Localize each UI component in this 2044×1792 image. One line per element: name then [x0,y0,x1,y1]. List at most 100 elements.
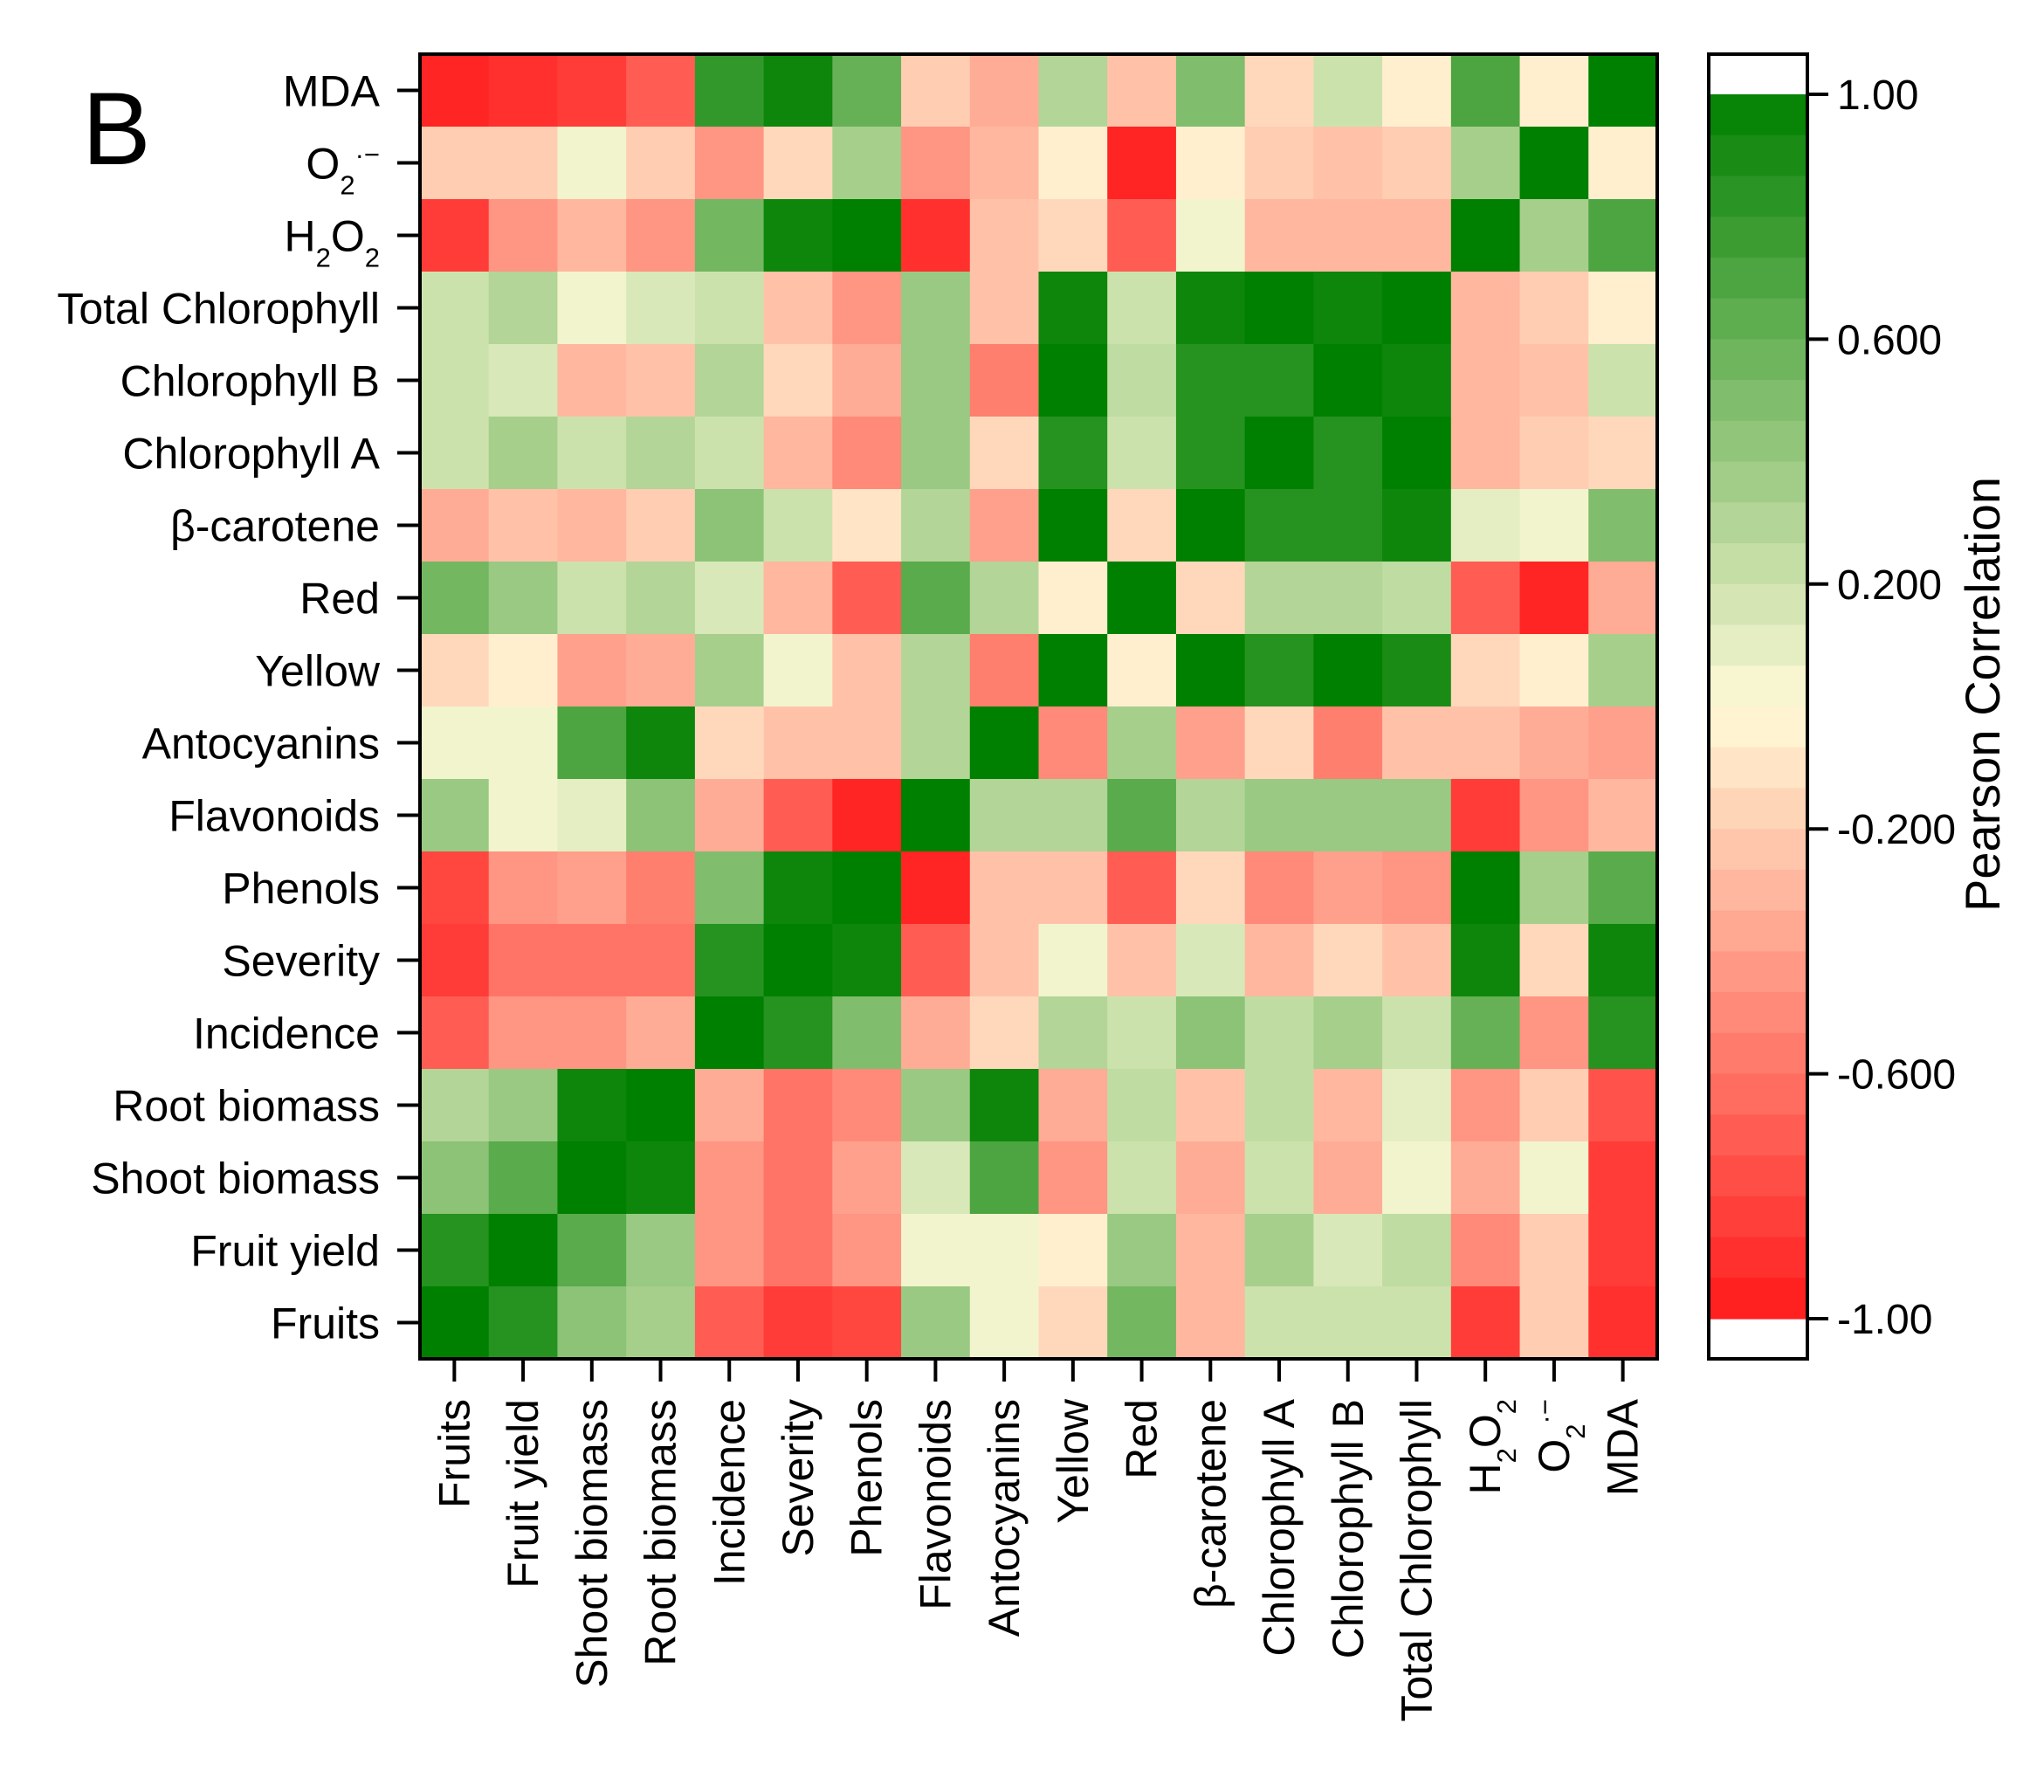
heatmap-cell [694,1069,765,1142]
heatmap-cell [1175,199,1246,272]
colorbar-step [1709,134,1807,177]
x-tick-label: Chlorophyll A [1255,1398,1304,1656]
heatmap-cell [1107,1069,1177,1142]
heatmap-cell [969,634,1040,707]
heatmap-cell [488,1069,559,1142]
heatmap-cell [488,272,559,345]
x-tick-label: Chlorophyll B [1324,1399,1373,1658]
heatmap-cell [763,199,833,272]
heatmap-cell [626,996,696,1070]
heatmap-cell [626,851,696,925]
heatmap-cell [626,54,696,128]
heatmap-cell [420,1286,490,1360]
heatmap-cell [969,344,1040,417]
heatmap-cell [1519,1069,1589,1142]
colorbar-tick-label: 0.600 [1837,317,1942,363]
heatmap-cell [1382,706,1452,780]
heatmap-cell [763,489,833,562]
x-tick-label: Fruits [430,1399,478,1508]
heatmap-cell [626,634,696,707]
heatmap-cell [1107,851,1177,925]
heatmap-cell [1519,127,1589,200]
heatmap-cell [1175,996,1246,1070]
heatmap-cell [1450,272,1521,345]
heatmap-cell [420,1069,490,1142]
y-tick-label: Yellow [255,647,381,696]
heatmap-cell [557,1214,627,1287]
heatmap-cell [557,1141,627,1215]
heatmap-cell [626,1141,696,1215]
heatmap-cell [1107,634,1177,707]
heatmap-cell [763,706,833,780]
heatmap-cell [1038,634,1108,707]
heatmap-cell [1175,1141,1246,1215]
colorbar-step [1709,992,1807,1034]
heatmap-cell [901,1214,971,1287]
colorbar-step [1709,94,1807,136]
y-tick-label: MDA [283,67,381,116]
heatmap-cell [763,1214,833,1287]
heatmap-cell [488,1141,559,1215]
x-tick-label: Phenols [843,1399,891,1557]
heatmap-cell [1038,417,1108,490]
colorbar-over-swatch [1709,54,1807,94]
heatmap-cell [1519,924,1589,997]
heatmap-cell [1107,272,1177,345]
heatmap-cell [763,1069,833,1142]
heatmap-cell [1313,996,1383,1070]
heatmap-cell [1519,272,1589,345]
heatmap-cell [420,489,490,562]
heatmap-cell [1244,489,1314,562]
heatmap-cell [1313,851,1383,925]
heatmap-cell [1107,417,1177,490]
heatmap-cell [420,1141,490,1215]
heatmap-cell [1038,706,1108,780]
heatmap-cell [969,199,1040,272]
heatmap-cell [1038,199,1108,272]
colorbar-step [1709,1155,1807,1197]
heatmap-cell [832,417,902,490]
heatmap-cell [1107,562,1177,635]
heatmap-cell [1175,54,1246,128]
heatmap-cell [1588,1141,1658,1215]
heatmap-cell [1038,851,1108,925]
heatmap-cell [1244,851,1314,925]
heatmap-cell [557,634,627,707]
heatmap-cell [626,706,696,780]
heatmap-cell [420,924,490,997]
heatmap-cell [1175,489,1246,562]
heatmap-cell [1107,996,1177,1070]
colorbar-step [1709,665,1807,707]
colorbar-step [1709,788,1807,830]
heatmap-cell [901,199,971,272]
colorbar-step [1709,502,1807,544]
heatmap-cell [1175,272,1246,345]
heatmap-cell [969,127,1040,200]
heatmap-cell [557,1286,627,1360]
heatmap-cell [1313,779,1383,852]
heatmap-cell [1588,996,1658,1070]
heatmap-cell [1038,272,1108,345]
colorbar-tick-label: -1.00 [1837,1297,1932,1343]
heatmap-cell [626,1286,696,1360]
heatmap-cell [832,344,902,417]
heatmap-cell [1519,851,1589,925]
heatmap-cell [1382,1069,1452,1142]
heatmap-cell [1450,1286,1521,1360]
heatmap-cell [763,127,833,200]
y-tick-label: β-carotene [170,502,380,551]
heatmap-cell [1244,1286,1314,1360]
colorbar-step [1709,869,1807,912]
heatmap-cell [763,634,833,707]
colorbar-frame [1707,52,1809,1361]
heatmap-cell [969,562,1040,635]
heatmap-cell [969,924,1040,997]
heatmap-cell [901,127,971,200]
heatmap-cell [901,489,971,562]
heatmap-cell [1244,562,1314,635]
heatmap-cell [694,199,765,272]
heatmap-cell [1588,344,1658,417]
heatmap-cell [420,199,490,272]
y-tick-label: Chlorophyll A [122,430,380,479]
x-tick-label: Fruit yield [499,1399,547,1589]
